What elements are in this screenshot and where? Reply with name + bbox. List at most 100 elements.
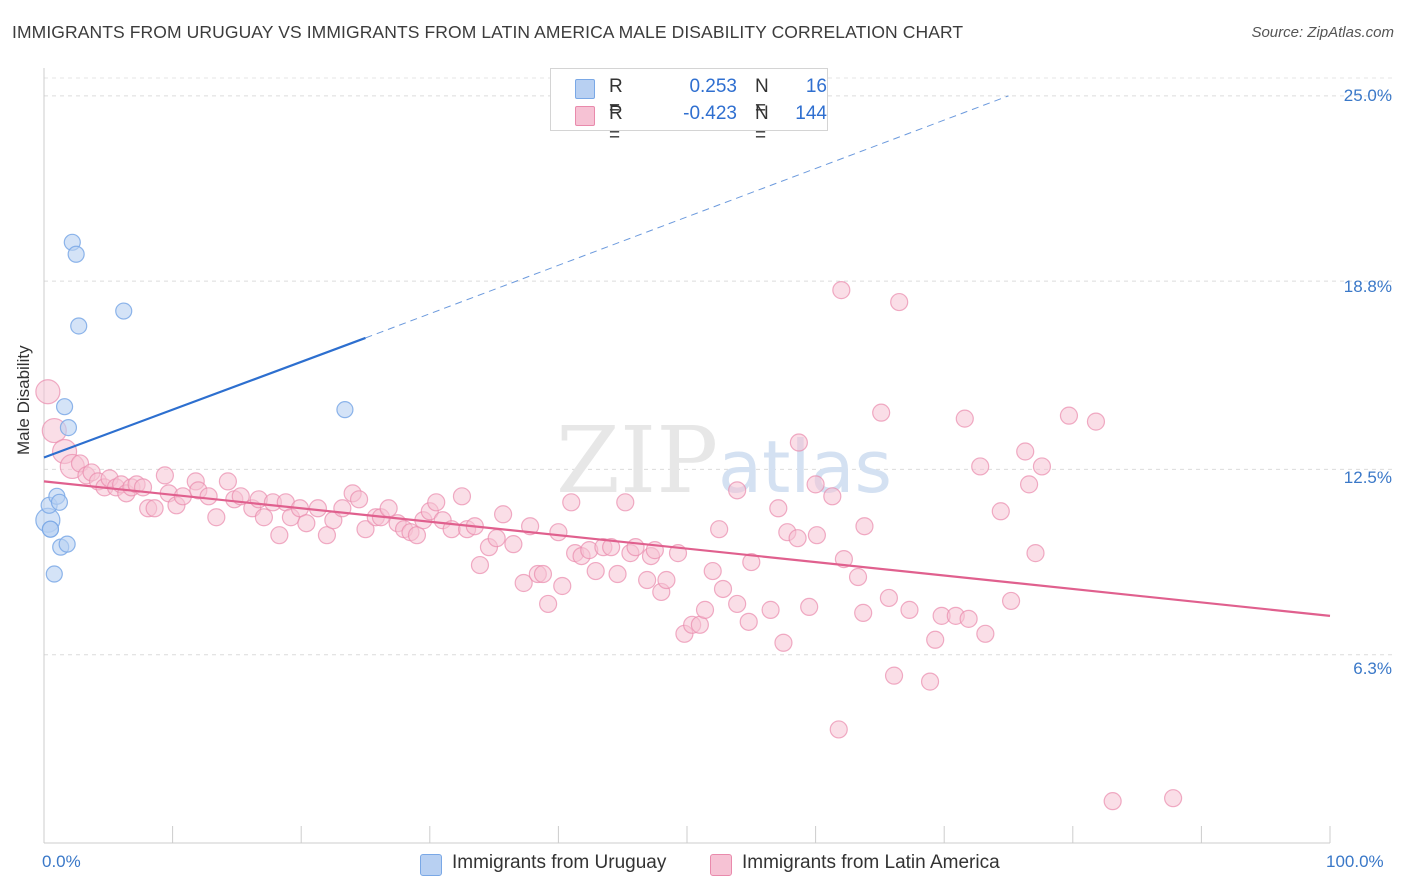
latin-point: [470, 555, 490, 575]
bottom-latin-swatch: [710, 854, 732, 876]
latin-n-label: N =: [755, 103, 769, 146]
latin-point: [806, 475, 825, 494]
latin-point: [807, 526, 826, 545]
latin-point: [427, 493, 446, 512]
uruguay-point: [70, 317, 88, 335]
y-tick-label-25-0: 25.0%: [1343, 86, 1392, 105]
latin-point: [297, 514, 316, 533]
latin-point: [832, 281, 851, 300]
bottom-uruguay-label: Immigrants from Uruguay: [452, 852, 667, 873]
latin-point: [800, 597, 819, 617]
latin-point: [155, 466, 174, 485]
uruguay-point: [336, 401, 354, 419]
latin-point: [728, 594, 747, 614]
latin-point: [1019, 475, 1039, 494]
latin-swatch: [575, 106, 595, 126]
uruguay-trend-line: [43, 336, 366, 459]
latin-point: [926, 630, 945, 649]
x-tick-label-max: 100.0%: [1326, 852, 1384, 871]
trend-layer: [43, 95, 1331, 617]
latin-point: [270, 526, 289, 545]
bottom-uruguay-swatch: [420, 854, 442, 876]
latin-point: [710, 520, 729, 539]
latin-point: [834, 549, 853, 569]
latin-point: [728, 481, 747, 500]
chart-title: IMMIGRANTS FROM URUGUAY VS IMMIGRANTS FR…: [12, 22, 964, 42]
latin-point: [562, 493, 581, 512]
latin-point: [854, 603, 873, 622]
latin-point: [549, 523, 568, 542]
y-tick-label-18-8: 18.8%: [1343, 277, 1392, 296]
latin-america-points: [35, 281, 1183, 811]
uruguay-point: [115, 302, 133, 320]
latin-point: [1164, 789, 1183, 808]
latin-point: [199, 487, 218, 506]
latin-point: [638, 570, 657, 590]
y-axis-label: Male Disability: [14, 345, 33, 455]
latin-point: [514, 573, 533, 593]
latin-point: [207, 508, 226, 527]
latin-point: [379, 499, 398, 518]
latin-r-value: -0.423: [683, 103, 737, 124]
uruguay-n-label: N =: [755, 76, 769, 119]
latin-point: [788, 529, 807, 548]
latin-point: [553, 576, 572, 596]
chart-source: Source: ZipAtlas.com: [1251, 24, 1394, 41]
latin-point: [1032, 457, 1052, 476]
latin-point: [971, 457, 990, 476]
latin-point: [855, 517, 874, 536]
latin-point: [533, 564, 553, 584]
y-tick-label-6-3: 6.3%: [1353, 659, 1392, 678]
latin-point: [695, 600, 715, 619]
latin-point: [703, 561, 722, 581]
latin-point: [1016, 442, 1035, 461]
uruguay-trend-extension: [365, 95, 1009, 339]
latin-point: [539, 594, 558, 614]
latin-point: [742, 552, 761, 572]
uruguay-swatch: [575, 79, 595, 99]
latin-point: [626, 538, 645, 557]
latin-point: [713, 579, 733, 599]
axis-layer: [43, 68, 1331, 844]
latin-point: [872, 403, 891, 422]
uruguay-n-value: 16: [805, 76, 827, 97]
watermark-layer: ZIP atlas: [556, 407, 892, 514]
latin-point: [145, 499, 164, 518]
latin-r-label: R =: [609, 103, 623, 146]
uruguay-point: [50, 493, 69, 511]
latin-point: [487, 529, 506, 548]
latin-point: [602, 538, 621, 557]
latin-point: [1059, 406, 1079, 425]
uruguay-point: [55, 398, 74, 416]
watermark-zip: ZIP: [556, 407, 718, 514]
latin-point: [920, 672, 940, 691]
latin-point: [657, 570, 676, 590]
latin-point: [761, 600, 780, 619]
latin-point: [356, 520, 375, 539]
latin-point: [879, 588, 899, 608]
latin-point: [774, 633, 793, 652]
uruguay-point: [67, 245, 85, 263]
latin-point: [1086, 412, 1106, 431]
latin-point: [829, 720, 848, 739]
latin-point: [504, 535, 523, 554]
latin-point: [991, 502, 1010, 521]
uruguay-point: [41, 520, 60, 538]
latin-point: [218, 472, 237, 491]
latin-point: [349, 490, 369, 509]
latin-point: [608, 564, 627, 584]
latin-point: [769, 499, 788, 518]
latin-point: [976, 624, 995, 643]
uruguay-r-value: 0.253: [689, 76, 737, 97]
latin-point: [1001, 591, 1021, 611]
latin-point: [317, 526, 337, 545]
latin-point: [308, 499, 328, 518]
latin-n-value: 144: [795, 103, 827, 124]
uruguay-point: [58, 535, 76, 553]
latin-point: [1103, 792, 1122, 811]
latin-point: [955, 409, 974, 428]
uruguay-point: [59, 418, 78, 437]
latin-point: [900, 600, 919, 619]
latin-point: [35, 379, 61, 405]
